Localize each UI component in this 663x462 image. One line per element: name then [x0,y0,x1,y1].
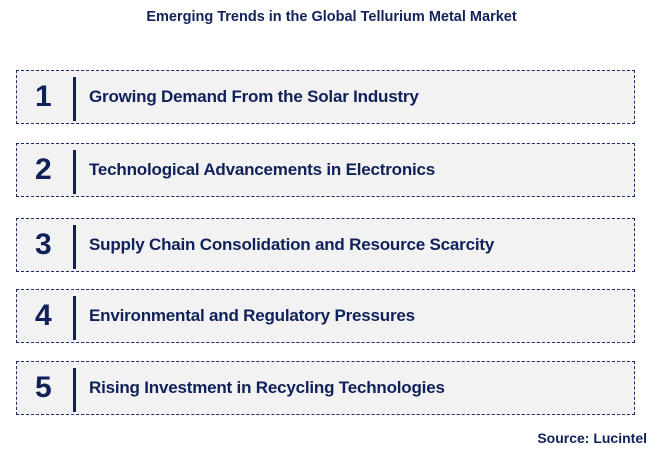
trend-label: Technological Advancements in Electronic… [89,160,436,179]
trend-number: 2 [35,153,52,186]
divider-bar [73,368,76,412]
trend-label: Growing Demand From the Solar Industry [89,87,419,106]
divider-bar [73,225,76,269]
trend-item-1: 1 Growing Demand From the Solar Industry [16,70,635,124]
trend-number: 3 [35,228,52,261]
trend-number: 1 [35,80,52,113]
trend-item-5: 5 Rising Investment in Recycling Technol… [16,361,635,415]
divider-bar [73,150,76,194]
trend-number: 4 [35,299,52,332]
source-credit: Source: Lucintel [537,430,647,446]
trend-number: 5 [35,371,52,404]
trend-label: Supply Chain Consolidation and Resource … [89,235,495,254]
divider-bar [73,296,76,340]
trend-item-3: 3 Supply Chain Consolidation and Resourc… [16,218,635,272]
trend-label: Environmental and Regulatory Pressures [89,306,415,325]
trend-label: Rising Investment in Recycling Technolog… [89,378,445,397]
trend-item-4: 4 Environmental and Regulatory Pressures [16,289,635,343]
diagram-title: Emerging Trends in the Global Tellurium … [146,9,517,25]
trend-item-2: 2 Technological Advancements in Electron… [16,143,635,197]
divider-bar [73,77,76,121]
